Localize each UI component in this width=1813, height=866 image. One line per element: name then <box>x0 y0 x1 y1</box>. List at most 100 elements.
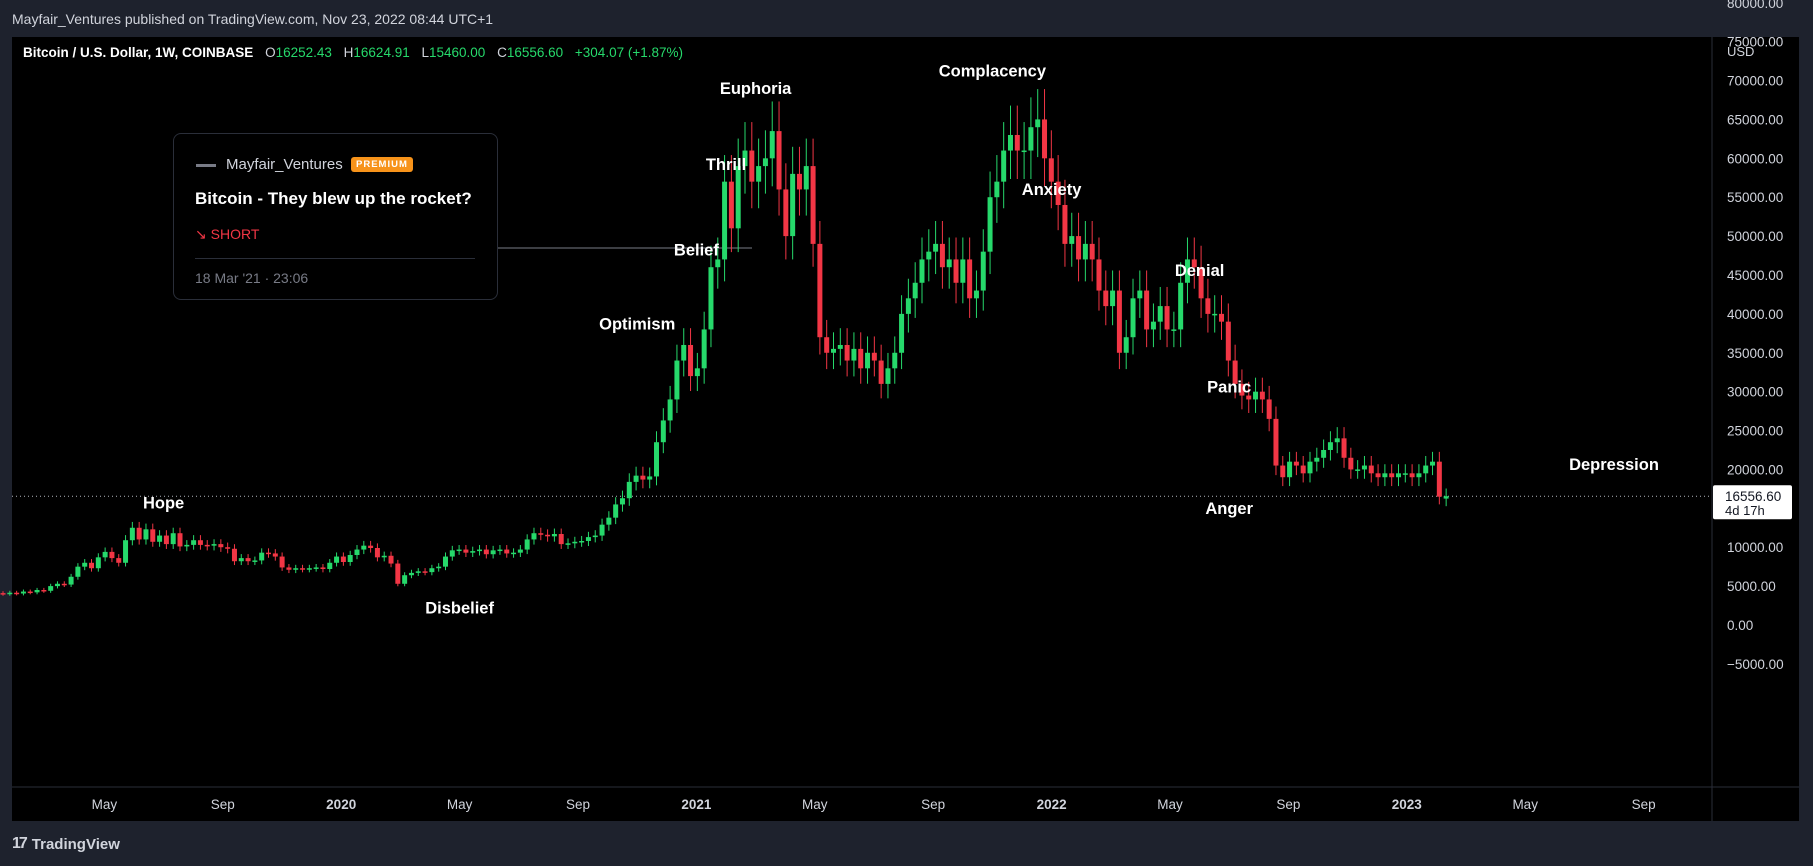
x-tick-label: Sep <box>211 797 235 812</box>
candle-body <box>1246 395 1252 400</box>
x-tick-label: May <box>1157 797 1183 812</box>
candle-body <box>429 568 435 573</box>
cycle-label: Denial <box>1175 262 1225 280</box>
candle-body <box>361 545 367 550</box>
candle-body <box>694 368 700 377</box>
candle-body <box>1416 473 1422 478</box>
candle-body <box>123 540 129 563</box>
candle-body <box>1300 465 1306 474</box>
candle-body <box>1096 259 1102 291</box>
y-tick-label: 25000.00 <box>1727 424 1783 439</box>
countdown-label: 4d 17h <box>1725 503 1765 518</box>
change-value: +304.07 (+1.87%) <box>574 45 683 60</box>
candle-body <box>109 551 115 559</box>
candle-body <box>163 535 169 545</box>
candle-body <box>225 547 231 549</box>
candle-body <box>688 344 694 377</box>
candle-body <box>1395 473 1401 478</box>
candle-body <box>1082 243 1088 260</box>
candle-body <box>102 551 108 558</box>
candle-body <box>252 560 258 562</box>
candle-body <box>1042 119 1048 159</box>
candle-body <box>340 556 346 562</box>
idea-title[interactable]: Bitcoin - They blew up the rocket? <box>195 189 472 208</box>
candle-body <box>783 189 789 237</box>
candle-body <box>1293 461 1299 466</box>
candle-body <box>408 572 414 576</box>
y-tick-label: 0.00 <box>1727 618 1753 633</box>
idea-card[interactable]: Mayfair_Ventures PREMIUM Bitcoin - They … <box>173 133 498 300</box>
candle-body <box>1266 399 1272 419</box>
candle-body <box>1076 236 1082 260</box>
candle-body <box>790 173 796 237</box>
candle-body <box>1382 473 1388 478</box>
candle-body <box>347 554 353 562</box>
candle-body <box>211 544 217 546</box>
candle-body <box>1409 473 1415 478</box>
cycle-label: Optimism <box>599 315 675 333</box>
candle-body <box>1327 442 1333 450</box>
candle-body <box>463 549 469 553</box>
candle-body <box>7 592 13 595</box>
candle-body <box>95 557 101 569</box>
candle-body <box>184 544 190 547</box>
tradingview-logo[interactable]: 17 TradingView <box>12 835 120 853</box>
candle-body <box>20 591 26 594</box>
x-tick-label: May <box>447 797 473 812</box>
candle-body <box>613 504 619 518</box>
candle-body <box>1089 243 1095 260</box>
candle-body <box>41 589 47 592</box>
last-price-label: 16556.60 <box>1725 489 1781 504</box>
candle-body <box>14 592 20 595</box>
candle-body <box>191 540 197 545</box>
y-tick-label: 30000.00 <box>1727 385 1783 400</box>
candle-body <box>803 166 809 190</box>
candle-body <box>1137 290 1143 299</box>
candle-body <box>1225 321 1231 361</box>
y-tick-label: 55000.00 <box>1727 190 1783 205</box>
candle-body <box>422 571 428 573</box>
candle-body <box>442 556 448 567</box>
candle-body <box>327 562 333 569</box>
candle-body <box>640 475 646 480</box>
candle-body <box>762 158 768 167</box>
candle-body <box>1423 465 1429 474</box>
candle-body <box>1048 158 1054 182</box>
candle-body <box>933 243 939 252</box>
candle-body <box>858 348 864 369</box>
open-label: O <box>265 45 276 60</box>
open-value: 16252.43 <box>275 45 332 60</box>
idea-author[interactable]: Mayfair_Ventures <box>226 156 343 173</box>
candles <box>0 89 1449 596</box>
candle-body <box>89 562 95 569</box>
candle-body <box>1341 438 1347 458</box>
candle-body <box>1287 461 1293 478</box>
candle-body <box>368 545 374 548</box>
candle-body <box>1307 461 1313 474</box>
y-tick-label: 45000.00 <box>1727 268 1783 283</box>
candle-body <box>1443 496 1449 499</box>
y-tick-label: 80000.00 <box>1727 0 1783 11</box>
high-label: H <box>343 45 354 60</box>
candle-body <box>1259 391 1265 400</box>
candle-body <box>34 589 40 593</box>
candle-body <box>483 549 489 555</box>
candle-body <box>395 563 401 584</box>
candle-body <box>1205 298 1211 314</box>
cycle-label: Belief <box>674 242 719 260</box>
candle-body <box>606 517 612 525</box>
x-tick-label: 2020 <box>326 797 356 812</box>
candle-body <box>490 550 496 555</box>
candle-body <box>1361 465 1367 470</box>
candle-body <box>885 368 891 384</box>
candle-body <box>558 533 564 545</box>
candle-body <box>1103 290 1109 307</box>
y-tick-label: 5000.00 <box>1727 579 1776 594</box>
candle-body <box>334 556 340 563</box>
candle-body <box>1389 473 1395 478</box>
candle-body <box>48 586 54 591</box>
candle-body <box>1198 267 1204 299</box>
candle-body <box>286 567 292 570</box>
candle-body <box>660 420 666 443</box>
